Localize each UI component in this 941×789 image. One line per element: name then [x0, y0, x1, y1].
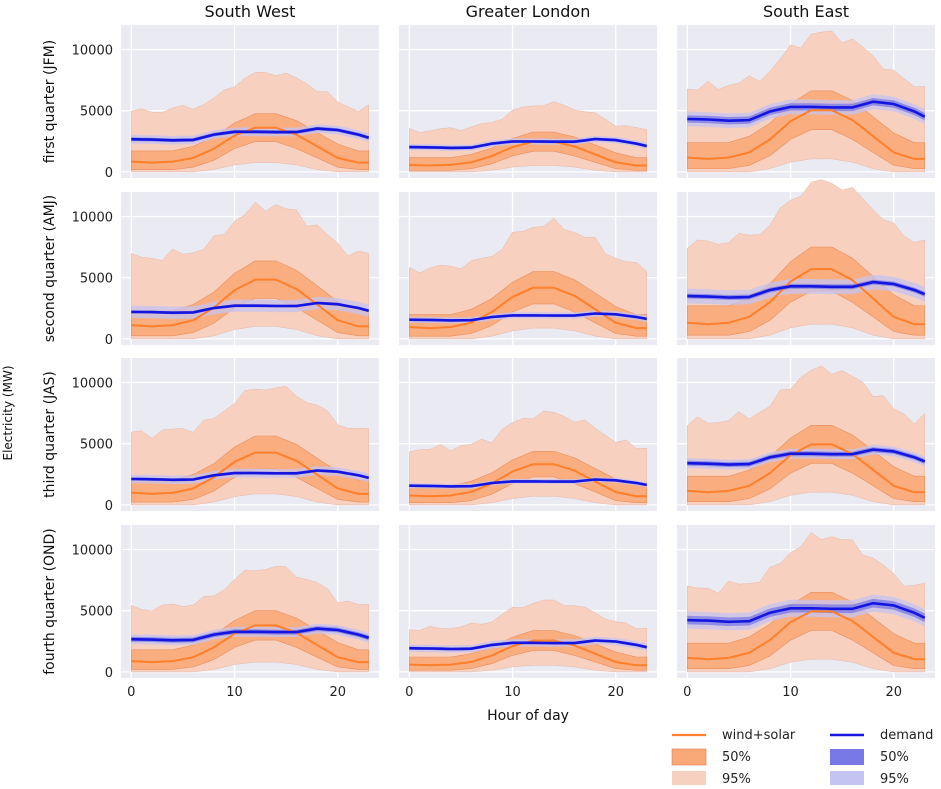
- demand-median-line: [131, 127, 370, 142]
- y-tick-label: 5000: [80, 272, 113, 287]
- panel-r0-c0: 0 5000 10000: [72, 25, 379, 181]
- panel-r3-c2: 0 10 20: [677, 525, 935, 700]
- y-tick-label: 10000: [72, 43, 113, 58]
- legend-supply-50-swatch: [671, 748, 707, 766]
- supply-median-line: [131, 451, 369, 495]
- column-title: South West: [205, 2, 296, 21]
- supply-median-line: [131, 278, 369, 328]
- y-tick-label: 10000: [72, 210, 113, 225]
- y-tick-label: 0: [105, 499, 113, 514]
- panel-r2-c1: [399, 358, 657, 511]
- panel-r1-c2: [677, 179, 935, 345]
- demand-median-line: [131, 627, 370, 642]
- legend-demand-50-label: 50%: [880, 750, 909, 765]
- panel-r0-c1: [399, 25, 657, 178]
- supply-median-line: [687, 443, 925, 494]
- legend-demand-line-label: demand: [880, 728, 933, 743]
- demand-median-line: [409, 639, 647, 651]
- supply-median-line: [687, 268, 925, 326]
- row-label: second quarter (AMJ): [42, 195, 58, 343]
- y-tick-label: 5000: [80, 438, 113, 453]
- x-tick-label: 20: [329, 685, 346, 700]
- legend: wind+solar 50% 95% demand 50% 95%: [671, 728, 933, 787]
- row-label: first quarter (JFM): [42, 40, 58, 163]
- supply-band-50: [409, 451, 647, 503]
- y-tick-label: 0: [105, 333, 113, 348]
- row-label: fourth quarter (OND): [42, 528, 58, 675]
- y-tick-label: 10000: [72, 376, 113, 391]
- demand-median-line: [409, 137, 647, 150]
- row-label: third quarter (JAS): [42, 371, 58, 498]
- demand-median-line: [131, 301, 370, 315]
- y-tick-label: 5000: [80, 105, 113, 120]
- supply-median-line: [409, 463, 647, 498]
- y-tick-label: 0: [105, 166, 113, 181]
- x-tick-label: 0: [127, 685, 135, 700]
- column-title: South East: [763, 2, 849, 21]
- y-tick-label: 10000: [72, 543, 113, 558]
- legend-demand-50-swatch: [830, 749, 864, 765]
- supply-band-50: [409, 131, 647, 171]
- x-tick-label: 10: [504, 685, 521, 700]
- supply-median-line: [131, 624, 369, 664]
- legend-supply-95-swatch: [672, 771, 706, 785]
- y-axis-label: Electricity (MW): [1, 365, 15, 460]
- panel-r1-c0: 0 5000 10000: [72, 192, 379, 348]
- column-titles: South West Greater London South East: [205, 2, 850, 21]
- supply-median-line: [687, 109, 925, 160]
- panel-r0-c2: [677, 25, 935, 178]
- legend-supply-50-label: 50%: [722, 750, 751, 765]
- panel-r2-c0: 0 5000 10000: [72, 358, 379, 514]
- supply-median-line: [409, 140, 647, 167]
- x-tick-label: 0: [405, 685, 413, 700]
- legend-demand-95-label: 95%: [880, 772, 909, 787]
- demand-median-line: [687, 100, 926, 123]
- demand-median-line: [687, 601, 926, 624]
- y-tick-label: 0: [105, 666, 113, 681]
- panel-r1-c1: [399, 192, 657, 345]
- legend-demand-95-swatch: [830, 771, 864, 785]
- legend-supply-line-label: wind+solar: [722, 728, 796, 743]
- x-tick-label: 10: [226, 685, 243, 700]
- supply-median-line: [687, 610, 925, 661]
- demand-median-line: [409, 312, 647, 322]
- demand-median-line: [687, 448, 926, 466]
- x-tick-label: 20: [607, 685, 624, 700]
- demand-median-line: [131, 469, 370, 482]
- x-axis-label: Hour of day: [487, 708, 569, 724]
- supply-median-line: [409, 286, 647, 330]
- supply-median-line: [131, 126, 369, 164]
- y-tick-label: 5000: [80, 605, 113, 620]
- legend-supply-95-label: 95%: [722, 772, 751, 787]
- demand-median-line: [409, 478, 647, 488]
- supply-band-50: [687, 592, 925, 669]
- column-title: Greater London: [466, 2, 591, 21]
- panel-r3-c1: 0 10 20: [399, 525, 657, 700]
- x-tick-label: 20: [885, 685, 902, 700]
- supply-band-50: [687, 90, 925, 169]
- panel-r3-c0: 0 10 20 0 5000 10000: [72, 525, 379, 700]
- panel-r2-c2: [677, 358, 935, 511]
- row-labels: first quarter (JFM) second quarter (AMJ) t…: [42, 40, 58, 675]
- demand-median-line: [687, 280, 926, 299]
- panel-grid: 0 5000 10000 0 5000 10000 0 5000 10000 0 10 20 0 5000…: [72, 25, 935, 700]
- x-tick-label: 0: [683, 685, 691, 700]
- x-tick-label: 10: [782, 685, 799, 700]
